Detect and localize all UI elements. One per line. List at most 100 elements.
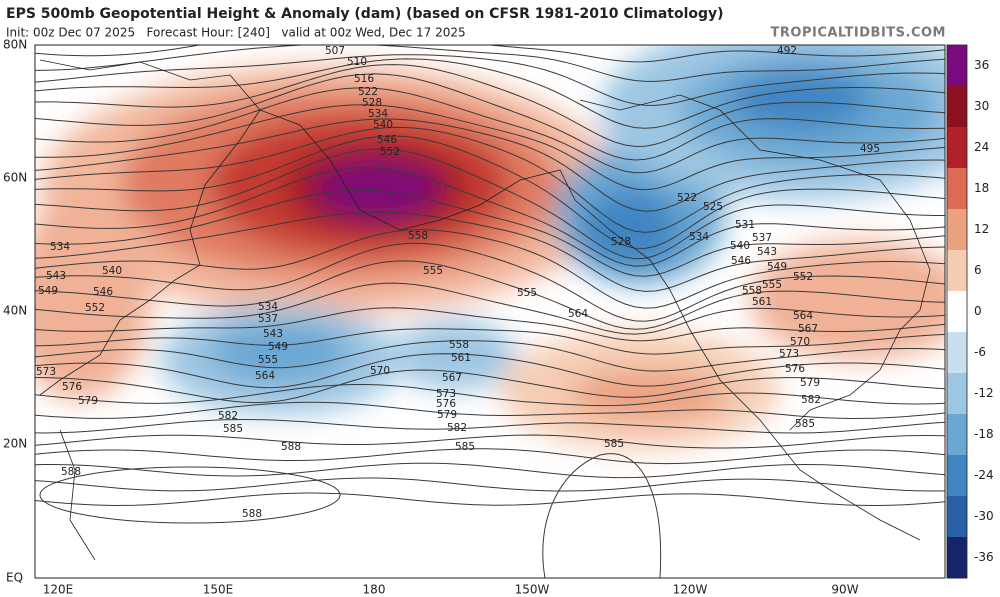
colorbar-frame <box>946 44 968 579</box>
contour-label: 528 <box>362 97 382 109</box>
colorbar-label: 24 <box>974 140 989 154</box>
lon-label: 120E <box>43 583 74 597</box>
contour-label: 576 <box>436 398 456 410</box>
contour-label: 522 <box>677 192 697 204</box>
contour-line <box>35 73 945 161</box>
contour-label: 573 <box>436 388 456 400</box>
contour-label: 570 <box>790 336 810 348</box>
lon-label: 150E <box>203 583 234 597</box>
contour-label: 516 <box>354 73 374 85</box>
contour-line <box>35 328 945 355</box>
contour-label: 525 <box>703 201 723 213</box>
contour-line <box>35 148 945 260</box>
contour-line <box>35 118 945 212</box>
contour-line <box>35 45 945 63</box>
contour-label: 576 <box>785 363 805 375</box>
colorbar-label: -6 <box>974 345 986 359</box>
contour-label: 585 <box>455 441 475 453</box>
contour-label: 579 <box>437 409 457 421</box>
contour-label: 576 <box>62 381 82 393</box>
colorbar-label: -24 <box>974 468 994 482</box>
colorbar-label: -36 <box>974 550 994 564</box>
contour-label: 552 <box>85 302 105 314</box>
colorbar-label: -12 <box>974 386 994 400</box>
colorbar-label: 0 <box>974 304 982 318</box>
lat-label: 40N <box>3 304 27 318</box>
contour-label: 540 <box>730 240 750 252</box>
contour-line <box>35 418 945 434</box>
lat-label: 20N <box>3 437 27 451</box>
contour-label: 573 <box>36 366 56 378</box>
contour-line <box>35 104 945 191</box>
contour-label: 555 <box>762 279 782 291</box>
contour-label: 555 <box>517 287 537 299</box>
contour-label: 564 <box>793 310 813 322</box>
title: EPS 500mb Geopotential Height & Anomaly … <box>6 6 724 22</box>
contour-label: 573 <box>779 348 799 360</box>
contour-line <box>35 58 945 129</box>
contour-label: 531 <box>735 219 755 231</box>
contour-label: 588 <box>281 441 301 453</box>
contour-label: 543 <box>263 328 283 340</box>
contour-label: 534 <box>50 241 70 253</box>
contour-label: 567 <box>442 372 462 384</box>
map-frame <box>34 44 946 579</box>
contour-label: 534 <box>689 231 709 243</box>
contour-line <box>35 229 945 309</box>
contour-line <box>35 353 945 389</box>
contour-label: 552 <box>380 146 400 158</box>
contour-line <box>35 369 945 404</box>
contour-line <box>35 340 945 372</box>
contour-label: 555 <box>258 354 278 366</box>
colorbar-label: -18 <box>974 427 994 441</box>
contour-label: 552 <box>793 271 813 283</box>
contour-label: 585 <box>604 438 624 450</box>
contour-line <box>35 401 945 420</box>
colorbar-swatch <box>947 496 967 538</box>
contour-label: 540 <box>102 265 122 277</box>
contour-label: 546 <box>731 255 751 267</box>
contour-label: 534 <box>368 108 388 120</box>
lon-label: 150W <box>515 583 550 597</box>
contour-line <box>35 45 945 82</box>
colorbar-swatch <box>947 168 967 210</box>
colorbar-swatch <box>947 86 967 128</box>
contour-line <box>35 87 945 174</box>
contour-line <box>35 64 945 147</box>
contour-label: 588 <box>242 508 262 520</box>
lon-labels: 120E 150E 180 150W 120W 90W <box>43 583 859 597</box>
lat-labels: 80N 60N 40N 20N EQ <box>3 38 27 585</box>
contour-label: 567 <box>798 323 818 335</box>
contour-line <box>35 135 945 249</box>
contour-label: 534 <box>258 301 278 313</box>
colorbar-label: 12 <box>974 222 989 236</box>
colorbar-swatch <box>947 414 967 456</box>
colorbar: 36 30 24 18 12 6 0 -6 -12 -18 -24 -30 -36 <box>946 44 994 579</box>
contour-label: 579 <box>78 395 98 407</box>
contour-label: 564 <box>568 308 588 320</box>
contour-label: 585 <box>795 418 815 430</box>
map-area: 5075105165225285345405465525585555555645… <box>35 45 945 578</box>
colorbar-label: 18 <box>974 181 989 195</box>
contour-line <box>35 434 945 449</box>
coastlines <box>39 59 931 561</box>
contour-label: 549 <box>767 261 787 273</box>
contour-label: 495 <box>860 143 880 155</box>
colorbar-swatch <box>947 537 967 579</box>
colorbar-swatch <box>947 209 967 251</box>
contour-label: 549 <box>268 341 288 353</box>
colorbar-swatch <box>947 291 967 333</box>
contour-label: 510 <box>347 56 367 68</box>
contour-line <box>35 260 945 330</box>
contour-label: 558 <box>449 339 469 351</box>
contour-line <box>35 211 945 292</box>
contour-line <box>542 453 662 578</box>
contour-label: 582 <box>218 410 238 422</box>
contour-line <box>39 466 341 524</box>
contour-line <box>35 189 945 277</box>
contour-label: 558 <box>408 230 428 242</box>
contour-label: 579 <box>800 377 820 389</box>
contour-line <box>35 448 945 465</box>
colorbar-label: 36 <box>974 58 989 72</box>
lon-label: 180 <box>363 583 386 597</box>
